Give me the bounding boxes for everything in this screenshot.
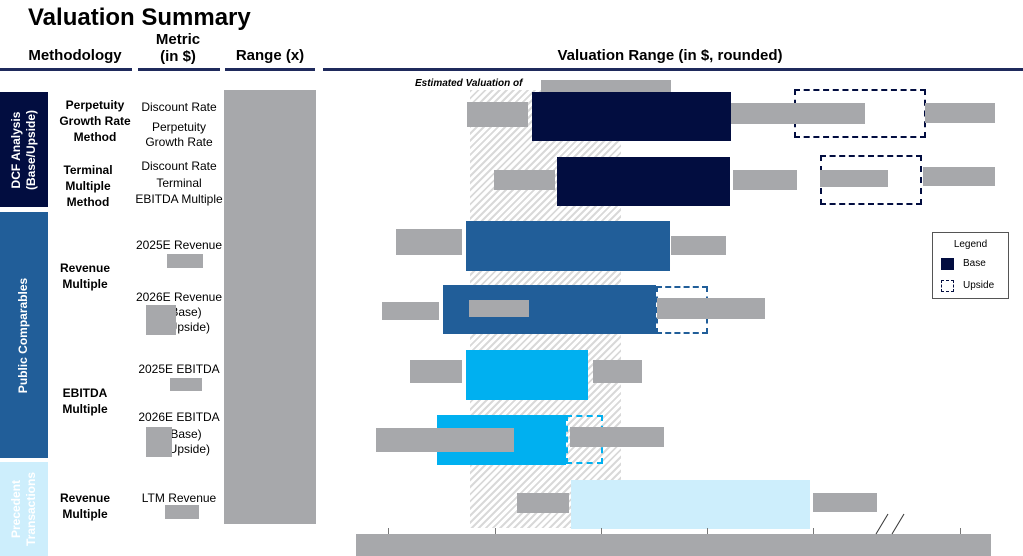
legend-upside-label: Upside [963, 280, 995, 291]
x-axis-tick [601, 528, 602, 534]
metric-label: Growth Rate [145, 135, 213, 149]
legend-upside-swatch [941, 280, 954, 292]
metric-label: Discount Rate [141, 100, 217, 114]
header-metric: Metric (in $) [128, 31, 228, 65]
range-redacted [224, 90, 316, 524]
metric-value-redacted [146, 427, 172, 457]
method-perpetuity-growth: Perpetuity Growth Rate Method [59, 98, 131, 144]
method-revenue-multiple: Revenue Multiple [59, 261, 111, 291]
label-redacted [376, 428, 514, 452]
label-redacted [494, 170, 555, 190]
section-dcf: DCF Analysis (Base/Upside) [0, 92, 48, 207]
x-axis-tick [495, 528, 496, 534]
metric-label: Perpetuity [151, 120, 207, 134]
label-redacted [517, 493, 569, 513]
label-redacted [593, 360, 642, 383]
label-redacted [570, 427, 664, 447]
label-redacted [657, 298, 765, 319]
metric-label: 2025E Revenue [135, 238, 223, 252]
bar-base [532, 92, 731, 141]
divider [225, 68, 315, 71]
metric-value-redacted [170, 378, 202, 391]
legend-base-label: Base [963, 258, 986, 269]
divider [0, 68, 132, 71]
divider [323, 68, 1023, 71]
x-axis-tick [960, 528, 961, 534]
x-axis-tick [813, 528, 814, 534]
metric-value-redacted [165, 505, 199, 519]
axis-break-icon [875, 513, 905, 535]
section-label: DCF Analysis [9, 111, 23, 188]
metric-label: $8 (Upside) [147, 442, 211, 456]
page-title: Valuation Summary [28, 4, 251, 31]
metric-label: EBITDA Multiple [135, 192, 223, 206]
label-redacted [925, 103, 995, 123]
section-public-comparables: Public Comparables [0, 212, 48, 458]
metric-value-redacted [167, 254, 203, 268]
header-range: Range (x) [235, 47, 305, 64]
metric-label: $ (Base) [156, 305, 202, 319]
bar-base [557, 157, 730, 206]
legend-title: Legend [953, 239, 988, 250]
legend: Legend Base Upside [932, 232, 1009, 299]
legend-base-swatch [941, 258, 954, 270]
metric-label: $ (Base) [156, 427, 202, 441]
estimated-valuation-label: Estimated Valuation of [415, 78, 523, 89]
label-redacted [410, 360, 462, 383]
label-redacted [923, 167, 995, 186]
label-redacted [820, 170, 888, 187]
divider [138, 68, 220, 71]
metric-label: LTM Revenue [141, 491, 217, 505]
bar-base [466, 221, 670, 271]
section-label: Transactions [24, 471, 38, 547]
header-methodology: Methodology [28, 47, 122, 64]
metric-label: Terminal [156, 176, 202, 190]
method-revenue-multiple: Revenue Multiple [59, 491, 111, 521]
section-precedent-transactions: Precedent Transactions [0, 462, 48, 556]
metric-label: 2026E EBITDA [138, 410, 220, 424]
label-redacted [382, 302, 439, 320]
metric-label: 2025E EBITDA [138, 362, 220, 376]
header-metric-line2: (in $) [160, 48, 196, 65]
label-redacted [396, 229, 462, 255]
bar-base [466, 350, 588, 400]
section-label: (Base/Upside) [24, 109, 38, 190]
method-ebitda-multiple: EBITDA Multiple [62, 386, 108, 416]
section-label: Precedent [9, 479, 23, 539]
label-redacted [733, 170, 797, 190]
bar-base [571, 480, 810, 529]
metric-value-redacted [146, 305, 176, 335]
x-axis-tick [388, 528, 389, 534]
header-valuation-range: Valuation Range (in $, rounded) [557, 47, 783, 64]
label-redacted [731, 103, 865, 124]
header-metric-line1: Metric [155, 31, 201, 48]
method-terminal-multiple: Terminal Multiple Method [63, 163, 113, 209]
label-redacted [671, 236, 726, 255]
metric-label: Discount Rate [141, 159, 217, 173]
x-axis-tick [707, 528, 708, 534]
label-redacted [467, 102, 528, 127]
metric-label: 2026E Revenue [135, 290, 223, 304]
label-redacted [813, 493, 877, 512]
label-redacted [469, 300, 529, 317]
x-axis-redacted [356, 534, 991, 556]
metric-label: $4 (Upside) [147, 320, 211, 334]
